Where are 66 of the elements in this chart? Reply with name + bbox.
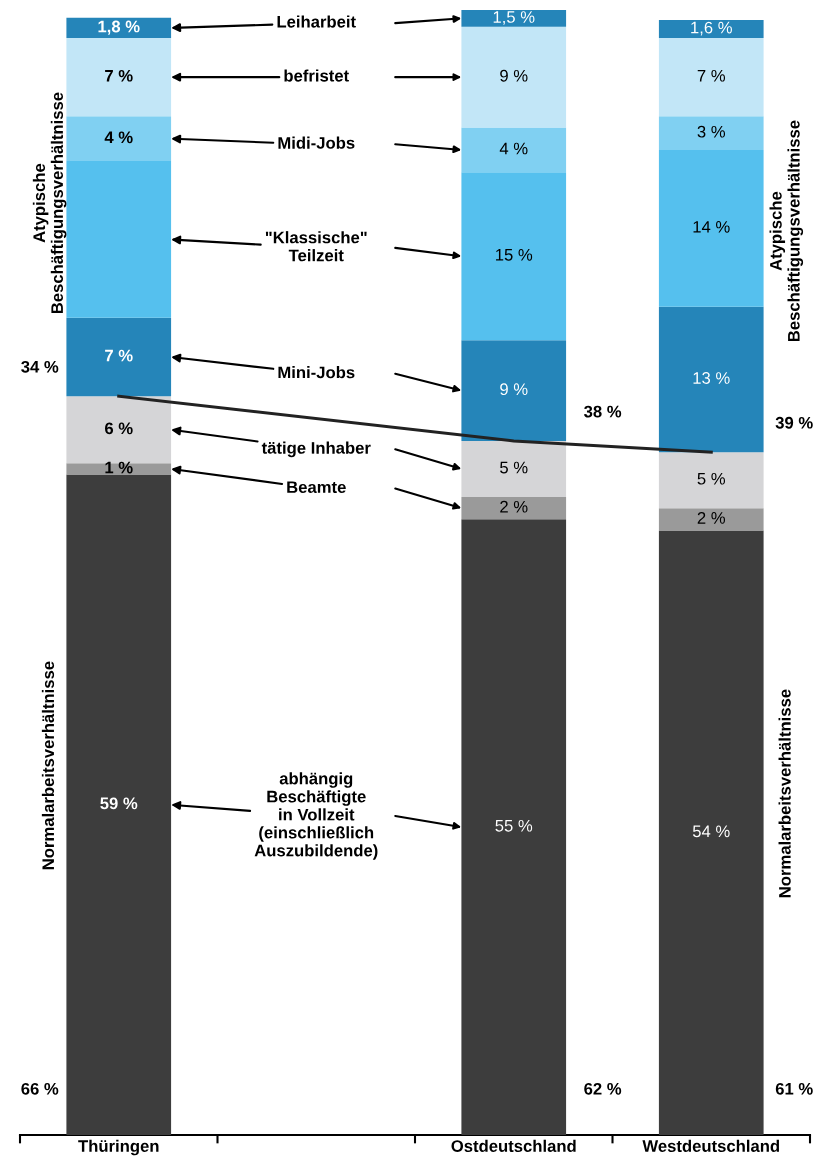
data-label: 4 % <box>499 142 528 155</box>
data-label: 9 % <box>500 69 528 82</box>
bar <box>461 340 567 441</box>
annotation: 61 % <box>775 1082 813 1095</box>
text: "Klassische" Teilzeit <box>265 231 367 262</box>
data-label: 7 % <box>105 349 133 362</box>
bar <box>66 17 172 38</box>
text: Beamte <box>287 481 346 494</box>
data-label: 9 % <box>500 383 528 396</box>
annotation: 39 % <box>775 416 813 429</box>
bar <box>66 474 172 1135</box>
x-tick-label: Ostdeutschland <box>451 1139 576 1152</box>
annotation: 66 % <box>21 1082 59 1095</box>
bar <box>658 508 764 531</box>
bar <box>461 10 567 27</box>
bar <box>461 519 567 1135</box>
data-label: 1,8 % <box>98 20 140 35</box>
bar <box>66 161 172 318</box>
bar <box>461 496 567 520</box>
text: befristet <box>284 69 349 82</box>
bar <box>658 116 764 150</box>
bar <box>658 530 764 1135</box>
bar <box>658 452 764 509</box>
data-label: 54 % <box>692 825 730 838</box>
data-label: 5 % <box>500 461 528 474</box>
data-label: 5 % <box>697 472 726 485</box>
annotation: Normalarbeitsverhältnisse <box>778 689 791 898</box>
data-label: 6 % <box>105 422 133 435</box>
data-label: 2 % <box>500 500 528 513</box>
data-label: 13 % <box>693 372 730 384</box>
bar <box>461 26 567 128</box>
text: Midi-Jobs <box>278 136 355 149</box>
data-label: 59 % <box>100 797 138 810</box>
data-label: 3 % <box>697 125 726 138</box>
data-label: 55 % <box>495 819 533 832</box>
bar <box>658 37 764 117</box>
data-label: 4 % <box>104 131 133 144</box>
bar <box>461 172 567 341</box>
bar <box>461 127 567 173</box>
text: tätige Inhaber <box>261 441 371 458</box>
bar <box>66 317 172 397</box>
bar <box>658 149 764 307</box>
data-label: 2 % <box>697 512 726 524</box>
data-label: 1,5 % <box>493 11 535 25</box>
data-label: 15 % <box>496 249 533 261</box>
annotation: 62 % <box>584 1082 622 1095</box>
data-label: 1 % <box>105 461 133 474</box>
x-tick-label: Thüringen <box>78 1139 159 1156</box>
data-label: 7 % <box>105 69 133 82</box>
bar <box>658 306 764 453</box>
bar <box>461 440 567 497</box>
bar <box>66 37 172 117</box>
x-tick-label: Westdeutschland <box>642 1139 779 1152</box>
text: abhängig Beschäftigte in Vollzeit (einschließlich Auszubildende) <box>254 772 378 860</box>
text: Mini-Jobs <box>278 366 355 379</box>
data-label: 1,6 % <box>691 21 732 36</box>
annotation: Atypische Beschäftigungsverhältnisse <box>32 92 67 314</box>
text: Leiharbeit <box>277 15 356 28</box>
bar <box>66 116 172 162</box>
annotation: Normalarbeitsverhältnisse <box>41 661 55 870</box>
data-label: 14 % <box>693 221 730 233</box>
bar <box>658 20 764 38</box>
annotation: 38 % <box>584 405 622 418</box>
data-label: 7 % <box>697 69 726 82</box>
annotation: Atypische Beschäftigungsverhältnisse <box>769 120 804 342</box>
annotation: 34 % <box>21 360 59 373</box>
